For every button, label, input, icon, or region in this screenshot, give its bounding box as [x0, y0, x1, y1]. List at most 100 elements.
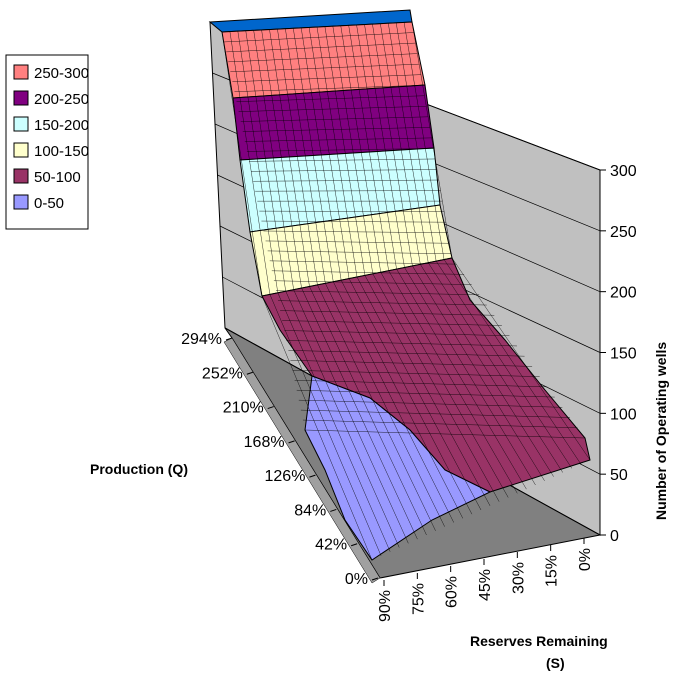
- legend-swatch: [13, 116, 29, 132]
- mesh-line: [228, 53, 418, 63]
- mesh-line: [356, 24, 527, 490]
- mesh-line: [278, 300, 487, 306]
- x-axis: 90% 75% 60% 45% 30% 15% 0%: [377, 538, 594, 622]
- mesh-line: [308, 27, 473, 515]
- mesh-line: [269, 29, 427, 536]
- mesh-line: [273, 280, 472, 285]
- z-tick-label: 0: [610, 528, 619, 545]
- mesh-line: [269, 260, 457, 265]
- mesh-line: [246, 148, 434, 152]
- mesh-line: [300, 409, 570, 418]
- mesh-line: [403, 22, 582, 465]
- x-axis-title-line1: Reserves Remaining: [470, 633, 608, 649]
- x-tick-label: 30%: [510, 562, 527, 594]
- y-tick-mark: [330, 508, 337, 512]
- x-tick-label: 0%: [577, 548, 594, 571]
- legend-swatch: [13, 168, 29, 184]
- x-tick-label: 45%: [477, 569, 494, 601]
- z-tick-label: 50: [610, 467, 628, 484]
- y-tick-mark: [371, 577, 379, 581]
- x-tick-label: 90%: [377, 590, 394, 622]
- mesh-line: [277, 29, 436, 531]
- y-tick-label: 168%: [244, 434, 285, 451]
- mesh-line: [244, 137, 432, 142]
- mesh-line: [372, 24, 545, 481]
- mesh-line: [290, 360, 533, 367]
- mesh-line: [236, 95, 425, 102]
- z-tick-label: 100: [610, 406, 637, 423]
- z-tick-label: 300: [610, 163, 637, 180]
- mesh-line: [324, 26, 491, 506]
- mesh-line: [230, 63, 420, 73]
- x-axis-title-line2: (S): [546, 655, 565, 671]
- mesh-line: [253, 179, 439, 182]
- mesh-line: [240, 116, 429, 122]
- mesh-line: [234, 84, 423, 92]
- mesh-line: [221, 31, 373, 561]
- y-tick-label: 126%: [265, 468, 306, 485]
- mesh-line: [275, 290, 480, 296]
- y-tick-label: 210%: [223, 400, 264, 417]
- mesh-line: [242, 127, 430, 132]
- surface-mesh: [221, 21, 591, 561]
- y-tick-label: 84%: [294, 502, 326, 519]
- mesh-line: [388, 23, 563, 473]
- mesh-line: [263, 230, 448, 233]
- floor-front: [223, 337, 381, 584]
- mesh-line: [265, 240, 450, 244]
- mesh-line: [293, 28, 454, 523]
- x-tick-label: 15%: [544, 555, 561, 587]
- mesh-line: [380, 23, 554, 477]
- mesh-line: [300, 27, 464, 519]
- mesh-line: [245, 30, 400, 548]
- y-tick-mark: [225, 337, 233, 341]
- mesh-line: [395, 22, 573, 469]
- y-tick-mark: [350, 543, 358, 547]
- legend-label: 150-200: [34, 117, 89, 134]
- mesh-line: [340, 25, 509, 498]
- y-tick-mark: [267, 406, 274, 410]
- y-tick-mark: [246, 371, 254, 375]
- mesh-line: [271, 270, 465, 275]
- z-tick-label: 250: [610, 224, 637, 241]
- mesh-line: [304, 429, 586, 439]
- z-axis-title: Number of Operating wells: [653, 342, 669, 520]
- y-tick-label: 0%: [345, 571, 368, 588]
- mesh-line: [280, 310, 495, 316]
- mesh-line: [302, 419, 578, 429]
- mesh-line: [332, 26, 500, 502]
- mesh-line: [238, 106, 427, 112]
- mesh-line: [288, 350, 525, 357]
- legend-swatch: [13, 90, 29, 106]
- legend-label: 200-250: [34, 91, 89, 108]
- legend-label: 50-100: [34, 169, 81, 186]
- mesh-line: [285, 28, 445, 527]
- mesh-line: [282, 320, 502, 326]
- legend-label: 100-150: [34, 143, 89, 160]
- mesh-line: [255, 190, 441, 192]
- y-axis: 294% 252% 210% 168% 126% 84% 42% 0%: [181, 331, 379, 588]
- surface-band: [304, 375, 492, 561]
- mesh-line: [248, 158, 436, 162]
- x-tick-label: 75%: [410, 583, 427, 615]
- y-tick-mark: [288, 440, 295, 444]
- x-tick-label: 60%: [444, 576, 461, 608]
- mesh-line: [364, 24, 536, 486]
- legend-swatch: [13, 194, 29, 210]
- mesh-line: [411, 21, 591, 461]
- z-tick-label: 150: [610, 346, 637, 363]
- legend-label: 250-300: [34, 65, 89, 82]
- mesh-line: [298, 399, 563, 408]
- mesh-line: [316, 26, 482, 511]
- legend-label: 0-50: [34, 195, 64, 212]
- mesh-line: [294, 380, 548, 388]
- z-axis: 300 250 200 150 100 50 0: [599, 163, 637, 545]
- z-tick-label: 200: [610, 285, 637, 302]
- mesh-line: [259, 210, 445, 212]
- y-axis-title: Production (Q): [90, 461, 188, 477]
- mesh-line: [348, 25, 518, 494]
- legend-swatch: [13, 64, 29, 80]
- mesh-line: [261, 29, 418, 540]
- mesh-line: [251, 169, 438, 172]
